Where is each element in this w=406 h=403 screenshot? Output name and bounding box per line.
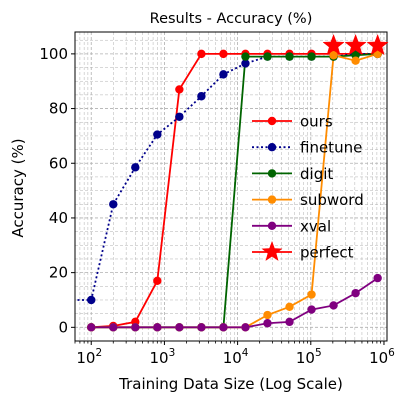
data-point-subword [307,290,316,299]
data-point-perfect [322,33,345,56]
x-tick-label: 102 [76,347,102,367]
y-tick-label: 40 [49,209,68,227]
legend-label-subword: subword [300,191,364,209]
plot-area: 0 20 40 60 80 100 102 103 104 105 106 ours finetune d… [39,31,395,367]
data-point-xval [241,323,250,332]
plot-frame [74,31,388,342]
data-point-xval [263,319,272,328]
x-tick-label: 104 [223,347,249,367]
data-point-finetune [219,70,228,79]
markers-xval [87,273,382,332]
data-point-xval [351,288,360,298]
data-point-finetune [175,112,184,121]
x-axis-title: Training Data Size (Log Scale) [118,375,343,393]
data-point-subword [351,56,360,65]
data-point-xval [197,323,206,332]
data-point-ours [219,49,228,59]
x-tick-label: 105 [296,347,322,367]
data-point-xval [175,323,184,332]
data-point-finetune [153,130,162,139]
data-point-finetune [131,163,140,172]
legend-label-digit: digit [300,165,333,183]
data-point-xval [87,323,96,332]
x-grid [74,32,385,341]
data-point-digit [307,52,316,61]
x-tick-label: 106 [369,347,395,367]
legend-item-xval: xval [252,217,331,235]
data-point-digit [285,52,294,61]
legend-item-perfect: perfect [252,241,354,262]
y-tick-label: 100 [39,45,68,63]
y-tick-label: 80 [49,100,68,118]
legend-label-finetune: finetune [300,139,362,157]
data-point-finetune [87,295,96,305]
chart-title: Results - Accuracy (%) [150,11,313,27]
data-point-digit [241,52,250,61]
legend-label-perfect: perfect [300,244,354,262]
data-point-ours [197,49,206,59]
legend-marker-xval [267,221,277,230]
data-point-xval [219,323,228,332]
data-point-subword [329,51,338,60]
legend-label-ours: ours [300,113,333,131]
data-point-xval [109,323,118,332]
data-point-ours [175,85,184,94]
y-tick-label: 20 [49,264,68,282]
legend-marker-finetune [267,143,277,152]
legend-item-digit: digit [252,165,333,183]
legend-marker-subword [267,195,277,204]
data-point-finetune [241,59,250,68]
data-point-xval [307,305,316,314]
data-point-xval [329,301,338,310]
y-grid [75,39,387,328]
x-tick-label: 103 [150,347,176,367]
data-point-finetune [197,92,206,101]
y-tick-label: 0 [58,318,68,336]
legend-item-finetune: finetune [252,139,362,157]
legend-item-subword: subword [252,191,364,209]
data-point-xval [131,323,140,332]
markers-perfect [322,33,389,56]
legend-label-xval: xval [300,217,331,235]
legend-marker-digit [267,169,277,178]
data-point-xval [285,317,294,327]
data-point-ours [153,276,162,286]
y-axis-title: Accuracy (%) [9,138,27,237]
data-point-xval [153,323,162,332]
data-point-perfect [366,33,389,56]
legend: ours finetune digit subword xval perfect [252,113,364,262]
marker-layer [87,33,389,332]
data-point-digit [263,52,272,61]
legend-marker-perfect [261,241,283,261]
data-point-perfect [344,33,367,56]
data-point-finetune [109,200,118,209]
y-tick-label: 60 [49,154,68,172]
data-point-subword [263,310,272,320]
data-point-subword [285,302,294,312]
legend-item-ours: ours [252,113,333,131]
data-point-xval [373,273,382,283]
legend-marker-ours [267,116,277,126]
